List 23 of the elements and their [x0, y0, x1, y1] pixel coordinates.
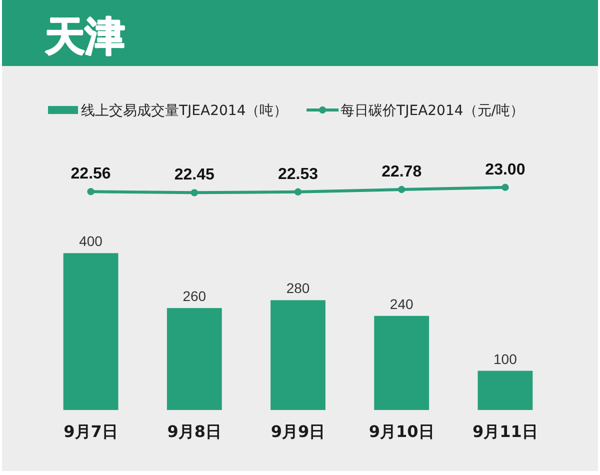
legend-label: 每日碳价TJEA2014（元/吨） — [340, 103, 524, 119]
legend-label: 线上交易成交量TJEA2014（吨） — [81, 103, 288, 119]
data-label: 240 — [390, 296, 414, 312]
data-label: 22.53 — [278, 166, 318, 183]
data-label: 23.00 — [485, 161, 526, 178]
x-tick-label: 9月9日 — [270, 422, 326, 441]
x-tick-label: 9月11日 — [472, 422, 538, 441]
x-tick-label: 9月10日 — [368, 422, 434, 441]
bar — [166, 308, 222, 410]
bar — [478, 370, 533, 410]
bar — [374, 316, 430, 410]
chart-title: 天津 — [44, 14, 125, 60]
data-label: 22.56 — [70, 166, 111, 183]
x-tick-label: 9月7日 — [64, 422, 118, 441]
data-label: 22.78 — [382, 163, 422, 180]
data-label: 100 — [494, 350, 518, 367]
bar — [270, 300, 326, 410]
data-label: 260 — [182, 288, 206, 304]
data-label: 400 — [79, 233, 103, 250]
data-label: 22.45 — [174, 166, 215, 184]
bar — [63, 253, 118, 410]
x-tick-label: 9月8日 — [167, 422, 222, 441]
data-label: 280 — [286, 280, 310, 296]
